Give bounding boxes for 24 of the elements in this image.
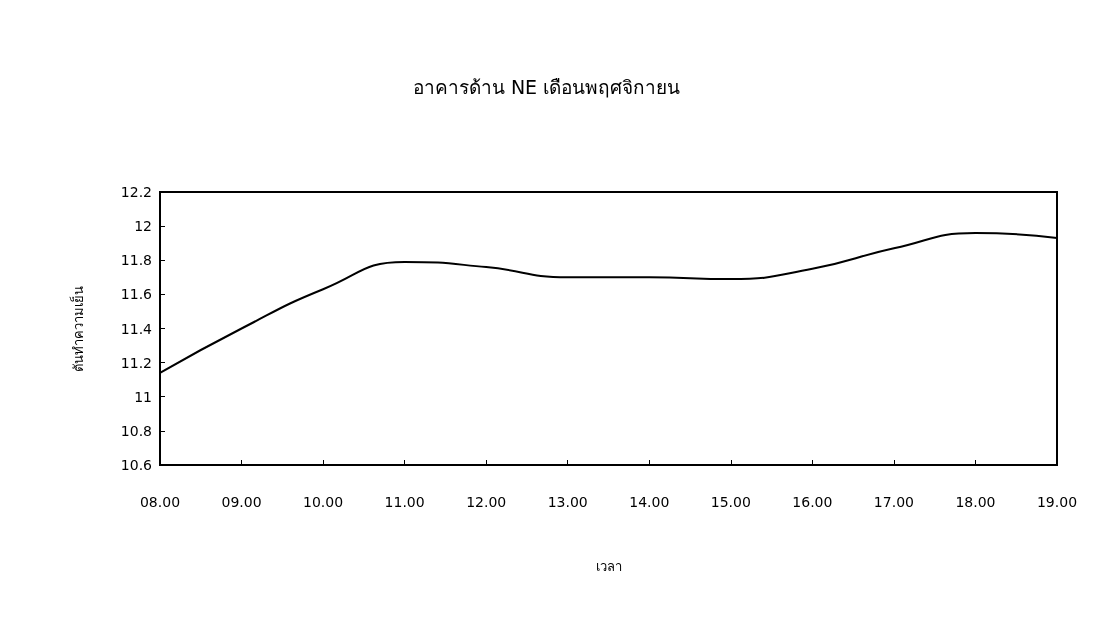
x-tick-label: 14.00 (629, 494, 670, 510)
x-tick-label: 10.00 (303, 494, 344, 510)
x-tick-label: 11.00 (384, 494, 425, 510)
y-tick-label: 11 (134, 388, 152, 405)
y-axis-title: ตันทำความเย็น (69, 285, 86, 372)
x-tick-label: 09.00 (221, 494, 262, 510)
x-tick-label: 19.00 (1036, 494, 1078, 510)
x-tick-label: 12.00 (466, 494, 507, 510)
x-tick-label: 17.00 (873, 494, 914, 510)
x-axis-title: เวลา (595, 559, 622, 574)
y-tick-label: 12 (134, 218, 152, 235)
x-tick-label: 16.00 (792, 494, 833, 510)
chart-title: อาคารด้าน NE เดือนพฤศจิกายน (412, 75, 681, 98)
x-tick-label: 15.00 (710, 494, 751, 510)
y-tick-label: 10.8 (120, 422, 152, 439)
y-tick-label: 11.8 (120, 252, 152, 269)
y-tick-label: 11.2 (120, 354, 152, 371)
y-tick-label: 11.6 (120, 286, 153, 303)
y-tick-label: 10.6 (120, 457, 153, 473)
x-tick-label: 08.00 (139, 494, 181, 510)
x-tick-label: 13.00 (547, 494, 588, 510)
y-tick-label: 11.4 (120, 320, 153, 337)
x-tick-label: 18.00 (955, 494, 996, 510)
y-tick-label: 12.2 (120, 184, 152, 200)
